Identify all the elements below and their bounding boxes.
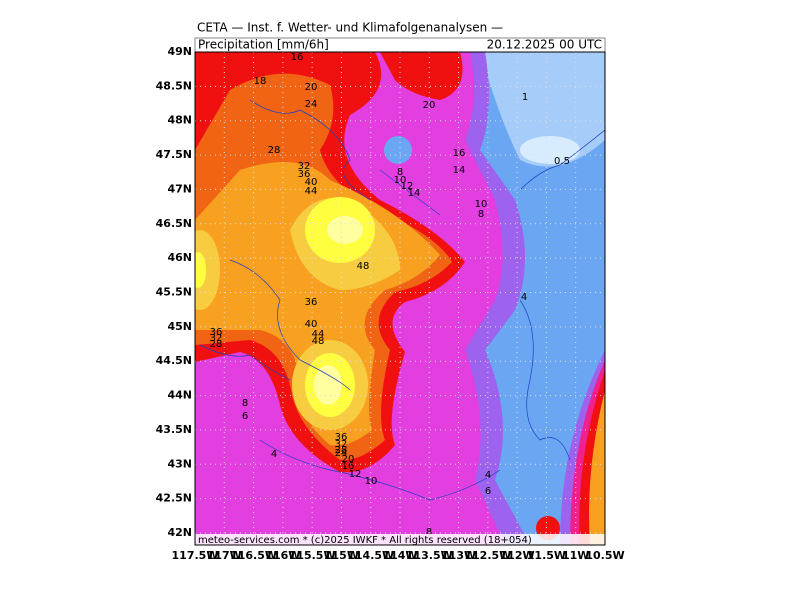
contour-label: 8 [426, 527, 432, 538]
contour-label: 28 [335, 445, 348, 456]
contour-label: 36 [305, 297, 318, 308]
lon-label: 114W [382, 549, 417, 562]
contour-label: 6 [485, 486, 491, 497]
contour-label: 20 [423, 100, 436, 111]
lat-label: 43.5N [156, 423, 192, 436]
frame [194, 51, 606, 546]
lon-label: 114.5W [347, 549, 394, 562]
lat-label: 47N [167, 182, 192, 195]
lon-label: 117W [207, 549, 242, 562]
contour-label: 14 [408, 188, 421, 199]
lat-label: 49N [167, 45, 192, 58]
valid-time: 20.12.2025 00 UTC [487, 38, 602, 52]
variable: Precipitation [mm/6h] [198, 38, 329, 52]
contour-label: 18 [254, 76, 267, 87]
contour-label: 10 [365, 476, 378, 487]
lat-label: 48.5N [156, 79, 192, 92]
contour-label: 4 [521, 292, 527, 303]
lon-label: 112W [500, 549, 535, 562]
title: CETA — Inst. f. Wetter- und Klimafolgena… [197, 21, 503, 35]
contour-label: 20 [305, 82, 318, 93]
contour-label: 8 [242, 398, 248, 409]
contour-label: 48 [312, 336, 325, 347]
contour-label: 12 [349, 469, 362, 480]
lat-label: 43N [167, 457, 192, 470]
contour-label: 44 [305, 186, 318, 197]
lat-label: 48N [167, 114, 192, 127]
contour-label: 36 [210, 327, 223, 338]
lon-label: 10.5W [585, 549, 624, 562]
footer-band [195, 534, 605, 545]
contour-label: 12 [401, 181, 414, 192]
contour-label: 32 [298, 161, 311, 172]
lat-label: 44N [167, 389, 192, 402]
contour-label: 0.5 [554, 156, 570, 167]
lon-label: 113.5W [406, 549, 453, 562]
contour-label: 16 [342, 461, 355, 472]
contour-label: 8 [397, 167, 403, 178]
lat-label: 45.5N [156, 286, 192, 299]
contour-label: 40 [305, 319, 318, 330]
lat-label: 47.5N [156, 148, 192, 161]
contour-label: 4 [485, 470, 491, 481]
contour-label: 44 [312, 329, 325, 340]
contour-label: 4 [271, 449, 277, 460]
contour-label: 16 [453, 148, 466, 159]
lon-label: 117.5W [172, 549, 219, 562]
contour-label: 40 [305, 177, 318, 188]
field [195, 52, 605, 545]
contour-label: 32 [210, 333, 223, 344]
contour-label: 8 [478, 209, 484, 220]
contour-label: 48 [357, 261, 370, 272]
lon-label: 115.5W [289, 549, 336, 562]
contour-label: 10 [475, 199, 488, 210]
lat-label: 46N [167, 251, 192, 264]
lon-label: 112.5W [464, 549, 511, 562]
lat-label: 42N [167, 526, 192, 539]
contour-label: 28 [268, 145, 281, 156]
contour-label: 16 [291, 52, 304, 63]
contour-label: 6 [242, 411, 248, 422]
contour-label: 14 [453, 165, 466, 176]
contour-label: 10 [394, 175, 407, 186]
lat-label: 44.5N [156, 354, 192, 367]
lat-label: 46.5N [156, 217, 192, 230]
contour-label: 20 [342, 454, 355, 465]
contour-label: 36 [335, 432, 348, 443]
lon-label: 115W [324, 549, 359, 562]
lon-label: 11.5W [527, 549, 566, 562]
footer: meteo-services.com * (c)2025 IWKF * All … [198, 535, 532, 546]
lon-label: 116W [265, 549, 300, 562]
contour-label: 1 [522, 92, 528, 103]
contour-label: 28 [210, 339, 223, 350]
contour-label: 36 [298, 169, 311, 180]
contour-label: 24 [335, 448, 348, 459]
contour-label: 24 [305, 99, 318, 110]
lat-label: 45N [167, 320, 192, 333]
lat-label: 42.5N [156, 492, 192, 505]
lon-label: 113W [441, 549, 476, 562]
grid: 49N 48.5N 48N 47.5N 47N 46.5N 46N 45.5N 45N 44.5N… [156, 45, 625, 562]
contour-label: 32 [335, 439, 348, 450]
lon-label: 116.5W [230, 549, 277, 562]
lon-label: 11W [562, 549, 589, 562]
